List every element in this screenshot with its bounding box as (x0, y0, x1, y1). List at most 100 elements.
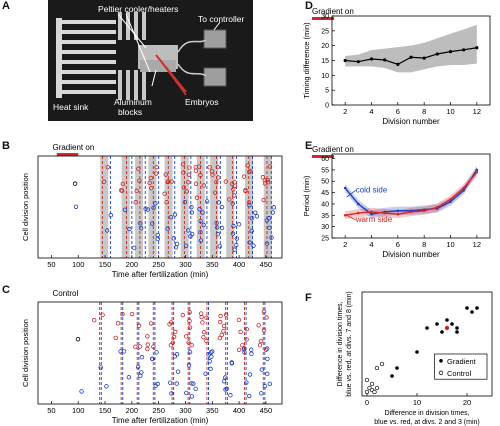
panel-d-chart: Gradient on 2 4 6 8 10 12 0 5 10 15 20 25 30 Division … (302, 7, 491, 126)
y-tick-label: 25 (321, 236, 329, 243)
division-event (148, 175, 153, 181)
x-tick-label: 350 (206, 260, 219, 269)
division-event (187, 165, 192, 170)
axes-box (331, 153, 491, 239)
division-event (173, 329, 178, 335)
x-tick-label: 10 (413, 398, 421, 407)
division-event (189, 381, 194, 386)
division-event (244, 380, 249, 385)
division-event (270, 210, 276, 215)
division-event (134, 188, 139, 194)
legend-control-label: Control (447, 369, 472, 378)
division-shade (135, 156, 144, 258)
panel-b-chart: Gradient on 50 100 150 200 250 300 350 400 450 Tim… (21, 143, 283, 279)
period-point (357, 211, 360, 215)
division-event (194, 195, 200, 200)
division-event (228, 393, 233, 398)
division-event (200, 320, 205, 325)
division-event (244, 327, 249, 332)
period-point (462, 186, 465, 190)
division-event (229, 361, 235, 366)
panel-c-chart: Control 50 100 150 200 250 300 350 400 450 Time af… (21, 289, 283, 425)
division-event (137, 178, 142, 183)
division-event (183, 243, 189, 249)
division-event (143, 206, 148, 211)
division-event (265, 371, 270, 377)
division-event (232, 183, 238, 189)
division-event (73, 204, 79, 209)
label-controller: To controller (198, 14, 244, 24)
panel-f-chart: 0 10 20 Gradient Control Difference in divisi… (337, 291, 493, 426)
x-tick-label: 150 (99, 260, 112, 269)
division-shade (263, 156, 272, 258)
division-event (75, 336, 81, 342)
division-event (203, 371, 208, 376)
division-event (254, 214, 260, 219)
axes-box (37, 301, 283, 405)
division-event (266, 216, 272, 221)
division-event (238, 329, 243, 334)
division-event (261, 197, 266, 203)
y-axis-label: Cell division position (21, 319, 30, 387)
gradient-bar (56, 153, 79, 156)
division-event (264, 315, 269, 320)
period-point (436, 206, 439, 209)
x-tick-label: 150 (99, 406, 112, 415)
x-tick-label: 4 (369, 107, 373, 116)
division-event (186, 172, 192, 177)
division-event (198, 230, 203, 235)
x-tick-label: 100 (72, 406, 85, 415)
gradient-bar (312, 155, 334, 158)
division-event (204, 199, 210, 204)
division-event (234, 242, 239, 248)
division-event (180, 162, 186, 167)
division-event (242, 350, 247, 355)
period-point (462, 189, 465, 192)
division-event (257, 342, 263, 348)
division-event (248, 169, 253, 174)
legend-box (434, 353, 488, 380)
division-event (221, 323, 227, 329)
division-event (120, 311, 125, 317)
gradient-point (455, 330, 459, 334)
y-tick-label: 35 (321, 213, 329, 220)
division-event (173, 245, 179, 250)
panel-d-letter: D (305, 0, 313, 12)
division-event (215, 164, 220, 170)
x-tick-label: 450 (260, 406, 273, 415)
division-event (153, 171, 159, 176)
division-event (223, 179, 229, 184)
division-event (104, 228, 110, 233)
division-event (206, 352, 211, 357)
division-event (193, 386, 198, 392)
division-event (267, 225, 272, 231)
timing-point (409, 55, 413, 59)
division-event (138, 373, 143, 379)
gradient-point (475, 306, 479, 310)
division-event (189, 210, 194, 215)
timing-point (435, 52, 439, 56)
period-point (370, 210, 373, 214)
gradient-point (390, 374, 394, 378)
division-event (191, 381, 196, 386)
division-event (264, 346, 270, 351)
division-event (241, 346, 247, 351)
division-event (230, 231, 236, 236)
division-event (149, 221, 155, 226)
division-event (122, 207, 128, 213)
division-event (155, 232, 160, 238)
division-event (198, 311, 204, 316)
division-event (224, 386, 229, 391)
division-event (249, 216, 255, 221)
x-axis-label: Time after fertilization (min) (112, 270, 209, 279)
division-shade (100, 156, 109, 258)
division-event (187, 349, 193, 355)
division-event (251, 243, 256, 248)
division-event (214, 220, 219, 226)
division-event (172, 212, 178, 217)
x-axis-label: Division number (382, 250, 440, 259)
division-event (185, 228, 191, 233)
division-event (186, 363, 192, 368)
annotation-warm: warm side (355, 215, 393, 224)
division-shade (210, 156, 219, 258)
